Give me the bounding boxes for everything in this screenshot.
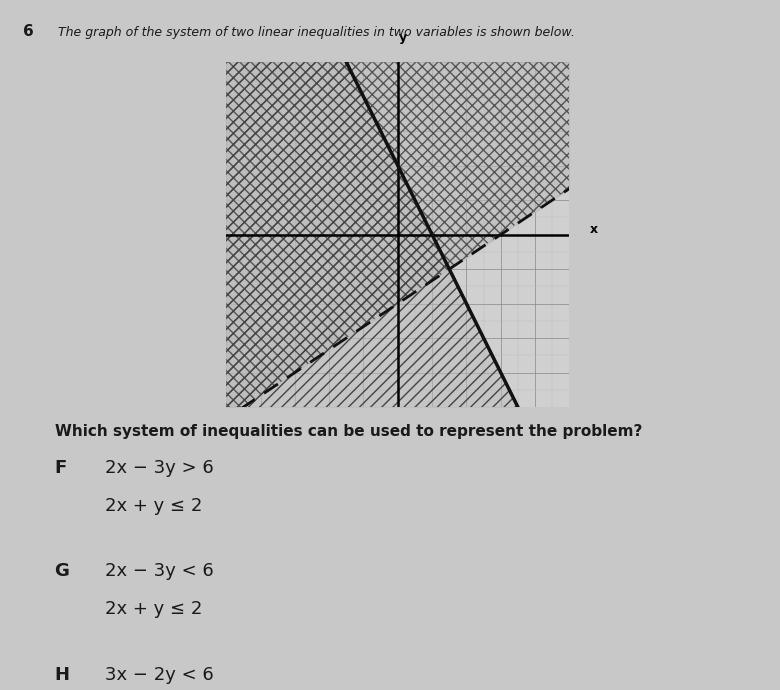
Text: G: G xyxy=(55,562,69,580)
Text: H: H xyxy=(55,666,69,684)
Text: y: y xyxy=(399,32,407,44)
Text: 2x + y ≤ 2: 2x + y ≤ 2 xyxy=(105,600,203,618)
Text: F: F xyxy=(55,459,67,477)
Text: The graph of the system of two linear inequalities in two variables is shown bel: The graph of the system of two linear in… xyxy=(58,26,576,39)
Text: Which system of inequalities can be used to represent the problem?: Which system of inequalities can be used… xyxy=(55,424,642,440)
Text: 2x − 3y < 6: 2x − 3y < 6 xyxy=(105,562,214,580)
Text: 3x − 2y < 6: 3x − 2y < 6 xyxy=(105,666,214,684)
Text: 2x − 3y > 6: 2x − 3y > 6 xyxy=(105,459,214,477)
Text: 2x + y ≤ 2: 2x + y ≤ 2 xyxy=(105,497,203,515)
Text: x: x xyxy=(590,223,597,236)
Text: 6: 6 xyxy=(23,24,34,39)
